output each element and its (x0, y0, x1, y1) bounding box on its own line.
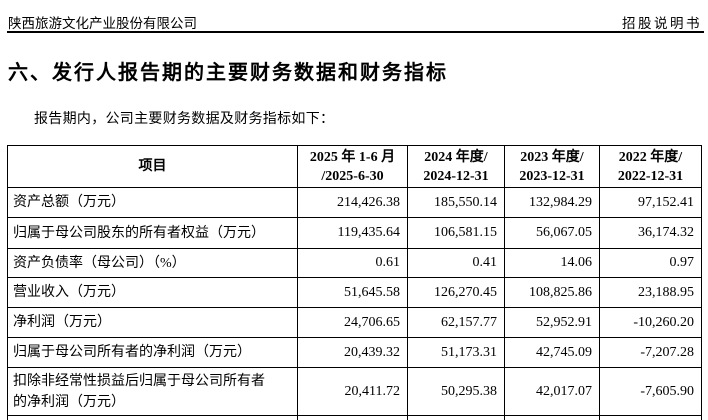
value-cell: 56,067.05 (504, 217, 600, 249)
table-row-parent-equity: 归属于母公司股东的所有者权益（万元） 119,435.64 106,581.15… (7, 217, 702, 249)
value-cell: 36,174.32 (599, 217, 702, 249)
row-label (7, 415, 298, 420)
value-cell: 119,435.64 (297, 217, 408, 249)
value-cell (407, 415, 505, 420)
table-row-debt-ratio: 资产负债率（母公司）（%） 0.61 0.41 14.06 0.97 (7, 248, 702, 278)
table-row-deducted-net-profit: 扣除非经常性损益后归属于母公司所有者的净利润（万元） 20,411.72 50,… (7, 367, 702, 416)
value-cell: -7,207.28 (599, 337, 702, 368)
value-cell: 20,411.72 (297, 367, 408, 416)
row-label: 归属于母公司股东的所有者权益（万元） (7, 217, 298, 249)
table-row-revenue: 营业收入（万元） 51,645.58 126,270.45 108,825.86… (7, 277, 702, 308)
col-header-2024: 2024 年度/ 2024-12-31 (407, 145, 505, 188)
value-cell (504, 415, 600, 420)
value-cell: 50,295.38 (407, 367, 505, 416)
section-title: 六、发行人报告期的主要财务数据和财务指标 (8, 62, 448, 84)
col-header-2025-line1: 2025 年 1-6 月 (309, 149, 396, 165)
row-label: 资产总额（万元） (7, 187, 298, 218)
row-label: 净利润（万元） (7, 307, 298, 338)
value-cell: 14.06 (504, 248, 600, 278)
value-cell: 20,439.32 (297, 337, 408, 368)
value-cell: 108,825.86 (504, 277, 600, 308)
value-cell: 132,984.29 (504, 187, 600, 218)
col-header-2025-line2: /2025-6-30 (321, 168, 384, 184)
col-header-item: 项目 (7, 145, 298, 188)
value-cell: 185,550.14 (407, 187, 505, 218)
intro-text: 报告期内，公司主要财务数据及财务指标如下： (34, 112, 335, 127)
value-cell: 42,745.09 (504, 337, 600, 368)
table-row-parent-net-profit: 归属于母公司所有者的净利润（万元） 20,439.32 51,173.31 42… (7, 337, 702, 368)
value-cell: 23,188.95 (599, 277, 702, 308)
value-cell: -7,605.90 (599, 367, 702, 416)
table-row-clipped (7, 415, 702, 420)
value-cell: 106,581.15 (407, 217, 505, 249)
value-cell: 0.61 (297, 248, 408, 278)
col-header-2024-line1: 2024 年度/ (424, 149, 488, 165)
row-label: 营业收入（万元） (7, 277, 298, 308)
doc-type-label: 招股说明书 (622, 16, 702, 31)
col-header-2023: 2023 年度/ 2023-12-31 (504, 145, 600, 188)
value-cell: 0.97 (599, 248, 702, 278)
col-header-2022-line2: 2022-12-31 (617, 168, 684, 184)
value-cell: 0.41 (407, 248, 505, 278)
table-row-net-profit: 净利润（万元） 24,706.65 62,157.77 52,952.91 -1… (7, 307, 702, 338)
value-cell: 52,952.91 (504, 307, 600, 338)
table-header-row: 项目 2025 年 1-6 月 /2025-6-30 2024 年度/ 2024… (7, 145, 702, 188)
value-cell: 51,173.31 (407, 337, 505, 368)
company-name: 陕西旅游文化产业股份有限公司 (8, 16, 197, 31)
col-header-2024-line2: 2024-12-31 (423, 168, 489, 184)
value-cell: 214,426.38 (297, 187, 408, 218)
value-cell: -10,260.20 (599, 307, 702, 338)
header-divider (7, 31, 704, 33)
col-header-2025: 2025 年 1-6 月 /2025-6-30 (297, 145, 408, 188)
col-header-2023-line1: 2023 年度/ (520, 149, 584, 165)
table-row-total-assets: 资产总额（万元） 214,426.38 185,550.14 132,984.2… (7, 187, 702, 218)
value-cell (599, 415, 702, 420)
row-label: 归属于母公司所有者的净利润（万元） (7, 337, 298, 368)
col-header-2023-line2: 2023-12-31 (519, 168, 585, 184)
value-cell: 62,157.77 (407, 307, 505, 338)
col-header-2022: 2022 年度/ 2022-12-31 (599, 145, 702, 188)
value-cell: 51,645.58 (297, 277, 408, 308)
page-header: 陕西旅游文化产业股份有限公司 招股说明书 (8, 12, 702, 32)
row-label: 资产负债率（母公司）（%） (7, 248, 298, 278)
value-cell (297, 415, 408, 420)
financial-data-table: 项目 2025 年 1-6 月 /2025-6-30 2024 年度/ 2024… (7, 145, 702, 420)
value-cell: 42,017.07 (504, 367, 600, 416)
value-cell: 126,270.45 (407, 277, 505, 308)
row-label: 扣除非经常性损益后归属于母公司所有者的净利润（万元） (7, 367, 298, 416)
value-cell: 24,706.65 (297, 307, 408, 338)
value-cell: 97,152.41 (599, 187, 702, 218)
col-header-2022-line1: 2022 年度/ (618, 149, 683, 165)
